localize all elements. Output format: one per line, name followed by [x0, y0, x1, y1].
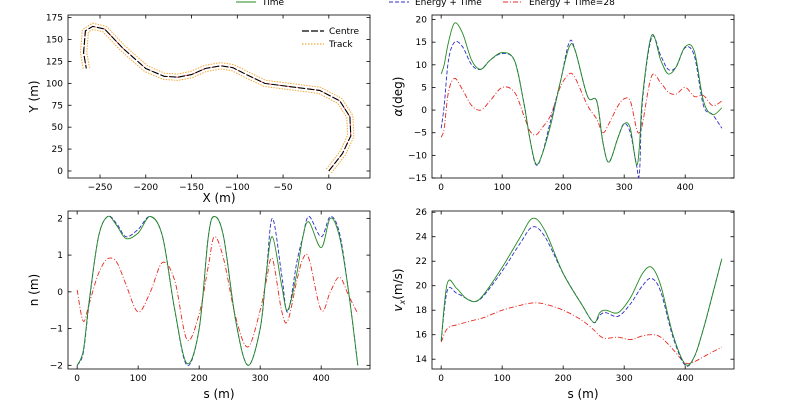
- track-boundary-right: [86, 29, 349, 170]
- y-tick-label: 15: [416, 38, 427, 48]
- x-axis-label: X (m): [202, 191, 235, 205]
- x-tick-label: 0: [74, 374, 80, 384]
- y-tick-label: 25: [52, 145, 63, 155]
- series-line: [440, 22, 723, 166]
- track-boundary-left: [79, 22, 355, 174]
- x-tick-label: 200: [555, 374, 572, 384]
- x-tick-label: 400: [677, 374, 694, 384]
- y-tick-label: 1: [57, 251, 63, 261]
- centre-line: [83, 25, 352, 172]
- y-tick-label: 18: [416, 306, 428, 316]
- plot-area: [76, 215, 359, 366]
- y-tick-label: −15: [408, 174, 427, 184]
- x-tick-label: 100: [494, 183, 511, 193]
- x-tick-label: 200: [191, 374, 208, 384]
- x-tick-label: 0: [438, 374, 444, 384]
- y-axis-label: n (m): [27, 274, 41, 306]
- y-tick-label: 26: [416, 208, 428, 218]
- y-tick-label: 24: [416, 233, 428, 243]
- legend-entry: Time: [236, 0, 284, 8]
- y-tick-label: 175: [46, 14, 63, 24]
- series-line: [440, 217, 723, 366]
- y-tick-label: 150: [46, 36, 63, 46]
- axes-frame: [67, 14, 371, 179]
- x-tick-label: −50: [274, 183, 293, 193]
- x-tick-label: 0: [438, 183, 444, 193]
- y-tick-label: −1: [50, 325, 63, 335]
- x-axis-label: s (m): [567, 387, 598, 401]
- y-tick-label: 75: [52, 101, 63, 111]
- y-tick-label: −2: [50, 361, 63, 371]
- x-tick-label: −100: [225, 183, 250, 193]
- y-tick-label: −5: [414, 129, 427, 139]
- plot-area: [79, 22, 355, 174]
- series-line: [76, 236, 359, 348]
- legend-entry: Energy + Time: [389, 0, 482, 8]
- x-tick-label: 100: [130, 374, 147, 384]
- x-tick-label: 0: [326, 183, 332, 193]
- axes-frame: [67, 210, 371, 370]
- x-tick-label: 200: [555, 183, 572, 193]
- x-tick-label: 300: [252, 374, 269, 384]
- x-tick-label: −250: [88, 183, 113, 193]
- inner-legend-entry: Track: [302, 40, 353, 50]
- y-tick-label: −10: [408, 151, 427, 161]
- y-tick-label: 2: [57, 214, 63, 224]
- plot-area: [440, 22, 723, 178]
- x-tick-label: 400: [677, 183, 694, 193]
- y-tick-label: 0: [57, 167, 63, 177]
- y-tick-label: 20: [416, 16, 428, 26]
- y-tick-label: 0: [57, 288, 63, 298]
- x-axis-label: s (m): [203, 387, 234, 401]
- series-line: [440, 226, 723, 367]
- axes-frame: [431, 14, 735, 179]
- x-tick-label: −150: [179, 183, 204, 193]
- plot-area: [440, 217, 723, 367]
- legend-label: Energy + Time: [415, 0, 482, 8]
- legend-label: Time: [261, 0, 284, 8]
- panel-velocity: 0 100 200 300 400 14 16 18 20 22 24 26 s (m) vx(m/s): [391, 208, 735, 401]
- y-tick-label: 14: [416, 355, 428, 365]
- panel-lateral-offset: 0 100 200 300 400 −2 −1 0 1 2 s (m) n (m): [27, 210, 371, 401]
- y-tick-label: 10: [416, 61, 428, 71]
- x-tick-label: 300: [616, 374, 633, 384]
- y-tick-label: 5: [421, 83, 427, 93]
- x-tick-label: 400: [313, 374, 330, 384]
- x-tick-label: 300: [616, 183, 633, 193]
- series-line: [440, 72, 723, 138]
- series-line: [83, 25, 352, 172]
- y-axis-label: vx(m/s): [391, 268, 407, 311]
- y-tick-label: 0: [421, 106, 427, 116]
- y-axis-label: Y (m): [27, 80, 41, 113]
- y-tick-label: 16: [416, 331, 428, 341]
- y-tick-label: 50: [52, 123, 64, 133]
- y-tick-label: 22: [416, 257, 427, 267]
- figure-legend: Time Energy + Time Energy + Time=28: [236, 0, 615, 8]
- inner-legend-entry: Centre: [302, 27, 360, 37]
- y-tick-label: 125: [46, 57, 63, 67]
- series-line: [440, 302, 723, 365]
- inner-legend-label: Centre: [329, 27, 360, 37]
- y-axis-label: α(deg): [391, 77, 405, 117]
- panel-alpha: 0 100 200 300 400 −15 −10 −5 0 5 10 15 20 α(deg): [391, 14, 735, 193]
- y-tick-label: 100: [46, 79, 63, 89]
- series-line: [76, 215, 359, 366]
- x-tick-label: 100: [494, 374, 511, 384]
- inner-legend-label: Track: [328, 40, 353, 50]
- legend-entry: Energy + Time=28: [503, 0, 615, 8]
- y-tick-label: 20: [416, 282, 428, 292]
- x-tick-label: −200: [133, 183, 158, 193]
- panel-trajectory: −250 −200 −150 −100 −50 0 0 25 50 75 100 125 150 175 X…: [27, 14, 371, 205]
- axes-frame: [431, 210, 735, 370]
- legend-label: Energy + Time=28: [529, 0, 615, 8]
